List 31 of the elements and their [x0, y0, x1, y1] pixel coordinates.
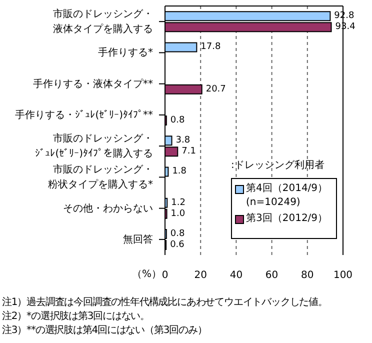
- y-tick-label: 市販のドレッシング・液体タイプを購入する: [53, 8, 153, 35]
- x-tick-label: 60: [265, 270, 278, 282]
- y-tick-label: 市販のドレッシング・ｼﾞｭﾚ(ｾﾞﾘｰ)ﾀｲﾌﾟを購入する: [35, 132, 153, 160]
- x-tick-label: 40: [230, 270, 243, 282]
- data-label: 17.8: [200, 42, 221, 52]
- y-tick-label: 手作りする*: [98, 46, 153, 58]
- data-label: 0.6: [170, 240, 185, 250]
- data-label: 1.8: [172, 166, 187, 177]
- data-label: 20.7: [206, 84, 226, 94]
- text: 注2）*の選択肢は第3回にはない。: [2, 310, 151, 324]
- x-tick-label: 80: [301, 270, 314, 282]
- y-tick-label: 無回答: [123, 232, 153, 245]
- data-label: 3.8: [176, 136, 190, 146]
- x-tick-label: 20: [194, 270, 207, 282]
- data-label: 1.0: [170, 208, 186, 219]
- legend-title: :ドレッシング利用者: [231, 158, 326, 172]
- legend-label: 第3回（2012/9）: [246, 212, 328, 226]
- y-tick-label: その他・わからない: [63, 202, 153, 214]
- x-axis-title: （%）: [132, 268, 162, 281]
- text: 注1）過去調査は今回調査の性年代構成比にあわせてウエイトバックした値。: [2, 296, 328, 310]
- y-tick-label: 手作りする・液体タイプ**: [33, 77, 153, 90]
- legend-label: 第4回（2014/9） (n=10249): [246, 182, 328, 210]
- y-tick-label: 市販のドレッシング・粉状タイプを購入する*: [48, 163, 153, 190]
- text: 注3）**の選択肢は第4回にはない（第3回のみ）: [2, 324, 208, 338]
- data-label: 0.8: [170, 115, 186, 126]
- x-tick-label: 0: [162, 270, 168, 282]
- data-label: 0.8: [170, 228, 186, 239]
- data-label: 7.1: [182, 146, 196, 157]
- x-tick-label: 100: [333, 270, 353, 282]
- y-tick-label: 手作りする・ｼﾞｭﾚ(ｾﾞﾘｰ)ﾀｲﾌﾟ**: [15, 108, 153, 120]
- data-label: 1.2: [171, 198, 186, 208]
